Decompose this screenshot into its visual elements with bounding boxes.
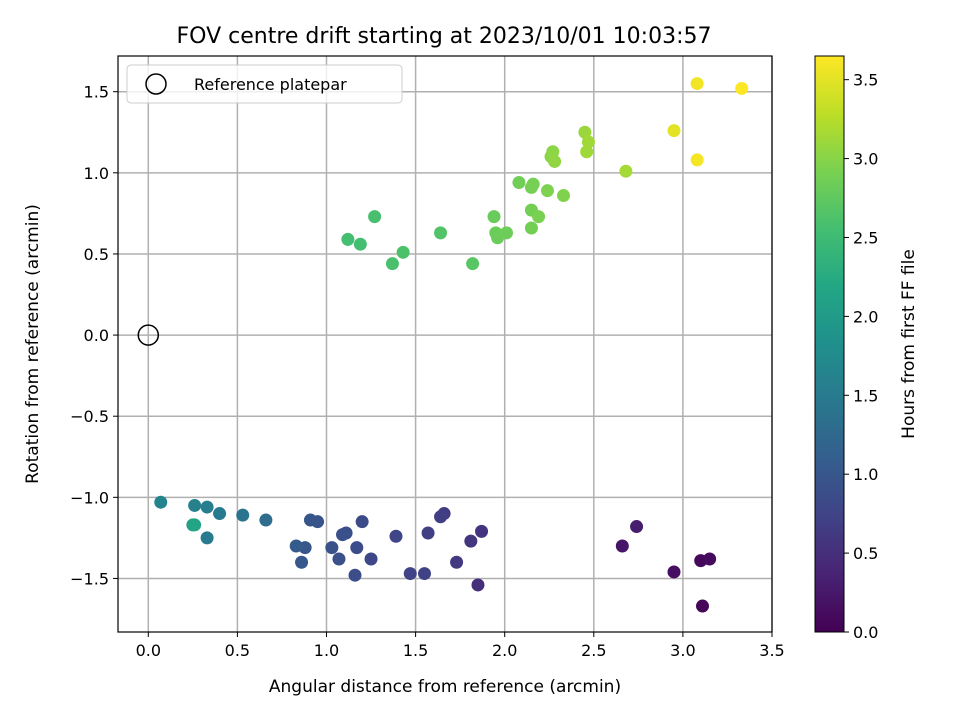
data-point — [368, 210, 382, 224]
data-point — [396, 245, 410, 259]
data-point — [418, 567, 432, 581]
data-point — [471, 578, 485, 592]
y-tick-label: −1.0 — [70, 488, 109, 507]
x-tick-label: 2.5 — [581, 641, 606, 660]
data-point — [336, 528, 350, 542]
data-point — [690, 153, 704, 167]
y-tick-label: 0.5 — [84, 245, 109, 264]
data-point — [464, 534, 478, 548]
data-point — [487, 210, 501, 224]
data-point — [188, 518, 202, 532]
colorbar-label: Hours from first FF file — [899, 249, 919, 439]
x-tick-label: 3.5 — [759, 641, 784, 660]
data-point — [259, 513, 273, 527]
data-point — [434, 510, 448, 524]
data-point — [385, 257, 399, 271]
colorbar-tick-label: 0.0 — [853, 623, 878, 642]
x-tick-label: 0.0 — [136, 641, 161, 660]
legend-reference-marker — [145, 73, 167, 95]
data-point — [512, 176, 526, 190]
data-point — [580, 145, 594, 159]
chart-title: FOV centre drift starting at 2023/10/01 … — [177, 24, 712, 49]
reference-platepar-marker — [137, 324, 160, 346]
data-point — [526, 177, 540, 191]
colorbar-tick-label: 0.5 — [853, 544, 878, 563]
x-tick-label: 0.5 — [225, 641, 250, 660]
data-points — [154, 77, 749, 613]
x-axis-label: Angular distance from reference (arcmin) — [269, 677, 621, 697]
data-point — [434, 226, 448, 240]
x-tick-label: 1.5 — [403, 641, 428, 660]
data-point — [353, 237, 367, 251]
data-point — [295, 555, 309, 569]
data-point — [475, 524, 489, 538]
data-point — [355, 515, 369, 529]
data-point — [403, 567, 417, 581]
data-point — [615, 539, 629, 553]
x-tick-label: 1.0 — [314, 641, 339, 660]
data-point — [332, 552, 346, 566]
y-tick-label: 1.5 — [84, 83, 109, 102]
y-tick-label: −1.5 — [70, 569, 109, 588]
legend: Reference platepar — [126, 64, 403, 104]
y-axis-label: Rotation from reference (arcmin) — [23, 204, 43, 484]
x-tick-label: 2.0 — [492, 641, 517, 660]
data-point — [540, 184, 554, 198]
data-point — [350, 541, 364, 555]
data-point — [188, 498, 202, 512]
colorbar-tick-label: 2.5 — [853, 228, 878, 247]
data-point — [667, 124, 681, 138]
y-axis-ticks: −1.5 −1.0 −0.5 0.0 0.5 1.0 1.5 — [70, 83, 118, 588]
y-tick-label: 0.0 — [84, 326, 109, 345]
data-point — [546, 145, 560, 159]
data-point — [421, 526, 435, 540]
data-point — [213, 507, 227, 521]
data-point — [450, 555, 464, 569]
data-point — [696, 599, 710, 613]
colorbar-tick-label: 2.0 — [853, 307, 878, 326]
colorbar — [814, 55, 845, 633]
colorbar-tick-label: 1.0 — [853, 465, 878, 484]
data-point — [200, 531, 214, 545]
data-point — [630, 520, 644, 534]
colorbar-tick-label: 1.5 — [853, 386, 878, 405]
y-tick-label: 1.0 — [84, 164, 109, 183]
colorbar-tick-label: 3.5 — [853, 71, 878, 90]
colorbar-ticks: 0.0 0.5 1.0 1.5 2.0 2.5 3.0 3.5 — [844, 71, 878, 642]
data-point — [325, 541, 339, 555]
data-point — [466, 257, 480, 271]
legend-entry-label: Reference platepar — [194, 75, 347, 94]
reference-marker-group — [137, 324, 160, 346]
data-point — [303, 513, 317, 527]
data-point — [548, 154, 562, 168]
data-point — [289, 539, 303, 553]
data-point — [667, 565, 681, 579]
data-point — [364, 552, 378, 566]
x-axis-ticks: 0.0 0.5 1.0 1.5 2.0 2.5 3.0 3.5 — [136, 632, 785, 660]
data-point — [581, 135, 595, 149]
data-point — [341, 232, 355, 246]
data-point — [236, 508, 250, 522]
x-tick-label: 3.0 — [670, 641, 695, 660]
data-point — [524, 221, 538, 235]
data-point — [690, 77, 704, 91]
data-point — [200, 500, 214, 514]
data-point — [348, 568, 362, 582]
colorbar-tick-label: 3.0 — [853, 150, 878, 169]
data-point — [557, 189, 571, 203]
data-point — [703, 552, 717, 566]
plot-frame — [117, 55, 773, 633]
data-point — [619, 164, 633, 178]
data-point — [389, 529, 403, 543]
data-point — [735, 81, 749, 95]
data-point — [499, 226, 513, 240]
data-point — [532, 210, 546, 224]
legend-box — [126, 64, 403, 104]
data-point — [154, 495, 168, 509]
y-tick-label: −0.5 — [70, 407, 109, 426]
